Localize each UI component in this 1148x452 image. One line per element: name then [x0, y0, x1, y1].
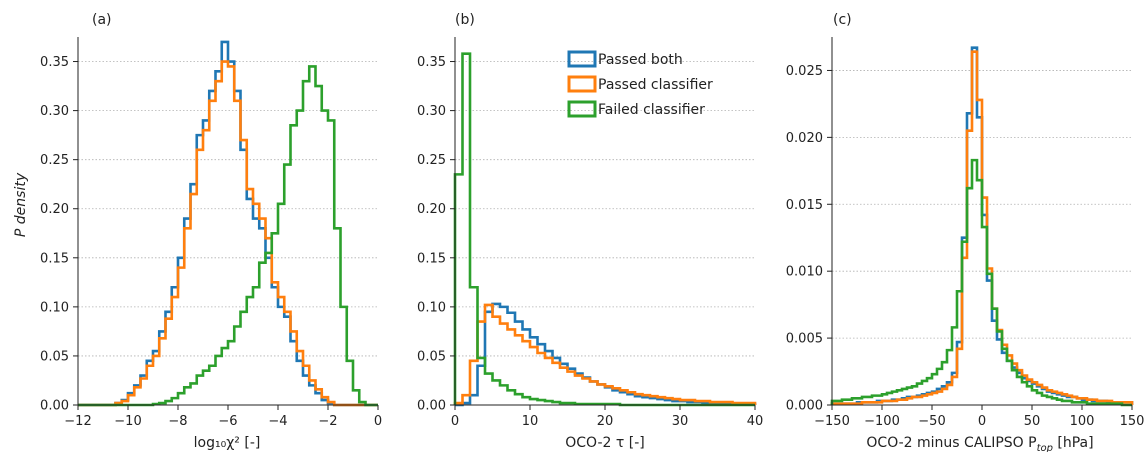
panel-a: −12 −10 −8 −6 −4 −2 0 0.00 0.05 0.10 0.15 0.20 0.25 0…	[13, 12, 382, 451]
panel-c-xlabel: OCO-2 minus CALIPSO Ptop [hPa]	[866, 435, 1093, 452]
legend: Passed both Passed classifier Failed cla…	[567, 50, 713, 118]
legend-swatch-passed-both	[567, 50, 597, 68]
panel-b-label: (b)	[455, 12, 475, 28]
panel-c-series-passed-classifier	[830, 50, 1134, 405]
panel-b-y-tick-label: 0.20	[417, 202, 446, 217]
panel-c-y-tick-label: 0.000	[786, 399, 823, 414]
panel-b-x-tick-label: 0	[451, 414, 459, 429]
panel-a-y-tick-label: 0.05	[40, 349, 69, 364]
panel-c-x-tick-label: 50	[1024, 414, 1041, 429]
panel-a-xlabel: log₁₀χ² [-]	[194, 435, 261, 451]
legend-swatch-passed-classifier	[567, 75, 597, 93]
panel-b-ticks: 0 10 20 30 40 0.00 0.05 0.10 0.15 0.20 0.25 0.30 0.3…	[417, 55, 763, 429]
panel-b-x-tick-label: 20	[597, 414, 614, 429]
panel-a-x-tick-label: −2	[318, 414, 337, 429]
panel-b-x-tick-label: 40	[747, 414, 764, 429]
panel-a-label: (a)	[92, 12, 112, 28]
panel-b: 0 10 20 30 40 0.00 0.05 0.10 0.15 0.20 0.25 0.30 0.3…	[417, 12, 763, 451]
panel-b-y-tick-label: 0.30	[417, 104, 446, 119]
panel-c: −150 −100 −50 0 50 100 150 0.000 0.005 0.010 0.015…	[786, 12, 1145, 452]
panel-a-x-tick-label: −4	[268, 414, 287, 429]
panel-a-y-tick-label: 0.20	[40, 202, 69, 217]
panel-c-x-tick-label: 150	[1120, 414, 1145, 429]
panel-c-y-tick-label: 0.005	[786, 332, 823, 347]
panel-a-y-tick-label: 0.30	[40, 104, 69, 119]
panel-c-label: (c)	[833, 12, 852, 28]
panel-b-grid	[455, 61, 755, 357]
panel-a-series	[78, 40, 378, 407]
panel-c-series	[830, 46, 1134, 407]
panel-b-series-passed-classifier	[453, 303, 757, 405]
panel-a-series-passed-classifier	[78, 60, 378, 407]
panel-a-x-tick-label: −6	[218, 414, 237, 429]
panel-b-y-tick-label: 0.00	[417, 399, 446, 414]
panel-a-x-tick-label: −8	[168, 414, 187, 429]
panel-a-x-tick-label: −10	[114, 414, 141, 429]
panel-a-y-tick-label: 0.00	[40, 399, 69, 414]
panel-b-y-tick-label: 0.05	[417, 349, 446, 364]
panel-b-y-tick-label: 0.15	[417, 251, 446, 266]
panel-b-y-tick-label: 0.10	[417, 300, 446, 315]
legend-label-passed-both: Passed both	[598, 52, 683, 68]
panel-a-y-tick-label: 0.15	[40, 251, 69, 266]
panel-a-series-failed-classifier	[78, 65, 378, 407]
legend-label-passed-classifier: Passed classifier	[598, 77, 713, 93]
panel-a-y-tick-label: 0.35	[40, 55, 69, 70]
panel-b-xlabel: OCO-2 τ [-]	[565, 435, 644, 451]
panel-c-y-tick-label: 0.020	[786, 131, 823, 146]
panel-a-ylabel: P density	[13, 172, 29, 237]
panel-c-y-tick-label: 0.010	[786, 265, 823, 280]
legend-label-failed-classifier: Failed classifier	[598, 102, 705, 118]
panel-c-x-tick-label: −150	[814, 414, 850, 429]
panel-b-y-tick-label: 0.25	[417, 153, 446, 168]
panel-c-y-tick-label: 0.025	[786, 64, 823, 79]
panel-b-y-tick-label: 0.35	[417, 55, 446, 70]
panel-a-x-tick-label: 0	[374, 414, 382, 429]
panel-a-y-tick-label: 0.10	[40, 300, 69, 315]
panel-c-ticks: −150 −100 −50 0 50 100 150 0.000 0.005 0.010 0.015…	[786, 64, 1145, 429]
panel-c-grid	[832, 70, 1132, 339]
panel-c-x-tick-label: −100	[864, 414, 900, 429]
panel-c-x-tick-label: 0	[978, 414, 986, 429]
panel-b-x-tick-label: 30	[672, 414, 689, 429]
legend-swatch-failed-classifier	[567, 100, 597, 118]
panel-a-x-tick-label: −12	[64, 414, 91, 429]
panel-b-x-tick-label: 10	[522, 414, 539, 429]
panel-a-y-tick-label: 0.25	[40, 153, 69, 168]
panel-a-ticks: −12 −10 −8 −6 −4 −2 0 0.00 0.05 0.10 0.15 0.20 0.25 0…	[40, 55, 382, 429]
panel-c-y-tick-label: 0.015	[786, 198, 823, 213]
panel-c-x-tick-label: −50	[918, 414, 945, 429]
panel-c-series-failed-classifier	[830, 158, 1132, 407]
panel-c-x-tick-label: 100	[1070, 414, 1095, 429]
